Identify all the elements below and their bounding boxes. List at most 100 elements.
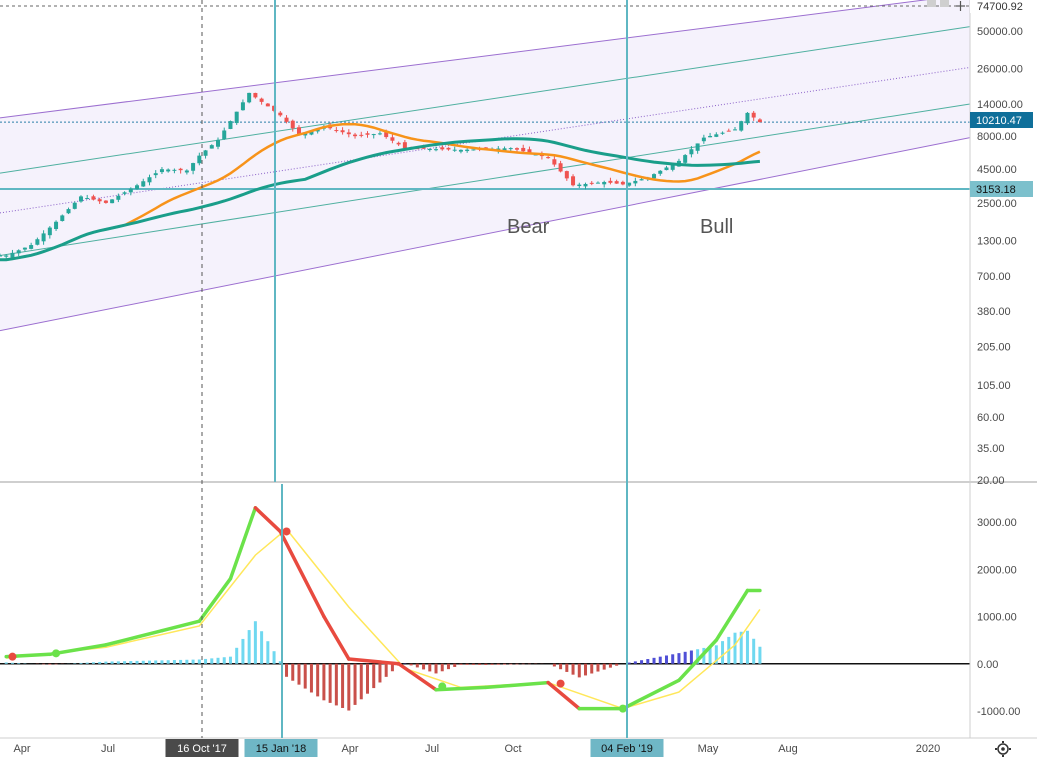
histogram-bar [85, 662, 89, 664]
plus-icon[interactable] [956, 1, 965, 11]
oscillator-pane[interactable] [0, 506, 970, 713]
histogram-bar [309, 663, 313, 693]
candle-body [110, 199, 115, 204]
histogram-bar [204, 658, 208, 664]
histogram-bar [303, 663, 307, 689]
time-label-highlight [590, 739, 664, 757]
histogram-bar [216, 657, 220, 664]
candle-body [47, 227, 52, 236]
histogram-bar [154, 660, 158, 664]
histogram-bar [708, 646, 712, 664]
candle-body [209, 145, 214, 149]
histogram-bar [123, 661, 127, 664]
time-tick-label: May [698, 743, 719, 755]
candle-body [309, 130, 314, 135]
histogram-bar [10, 662, 14, 664]
candle-body [452, 149, 457, 151]
candle-body [253, 92, 258, 98]
price-tick-label: 14000.00 [977, 99, 1023, 111]
price-tick-label: 8000.00 [977, 131, 1017, 143]
histogram-bar [98, 661, 102, 664]
cross-dot [556, 679, 565, 688]
candle-body [751, 112, 756, 118]
histogram-bar [235, 647, 239, 664]
candle-body [166, 169, 171, 172]
oscillator-segment [278, 529, 326, 619]
svg-text:74700.92: 74700.92 [977, 1, 1023, 13]
time-tick-label: 2020 [916, 743, 940, 755]
histogram-bar [459, 663, 463, 665]
candle-body [85, 198, 90, 200]
candle-body [203, 150, 208, 156]
candle-body [714, 134, 719, 137]
candle-body [521, 147, 526, 152]
histogram-bar [278, 661, 282, 664]
candle-body [178, 168, 183, 171]
price-tick-label: 20.00 [977, 475, 1005, 487]
candle-body [552, 159, 557, 165]
histogram-bar [739, 631, 743, 664]
candle-body [446, 147, 451, 150]
time-tick-label: 04 Feb '19 [601, 743, 653, 755]
histogram-bar [733, 632, 737, 664]
cross-dot [438, 682, 447, 691]
histogram-bar [677, 653, 681, 664]
last-price-tag: 10210.47 [970, 112, 1033, 128]
candle-body [29, 245, 34, 249]
channel-inner-lower [0, 103, 971, 256]
oscillator-segment [253, 506, 283, 534]
time-tick-label: Oct [504, 743, 521, 755]
candle-body [695, 143, 700, 151]
histogram-bar [490, 663, 494, 665]
candle-body [147, 177, 152, 183]
candle-body [564, 171, 569, 179]
candle-body [54, 221, 59, 230]
histogram-bar [372, 663, 376, 689]
candle-body [652, 174, 657, 179]
oscillator-segment [322, 614, 351, 661]
histogram-bar [721, 641, 725, 664]
candle-body [4, 255, 9, 257]
histogram-bar [347, 663, 351, 711]
histogram-bar [615, 663, 619, 666]
time-label-highlight [165, 739, 239, 757]
osc-tick-label: 1000.00 [977, 612, 1017, 624]
histogram-bar [172, 660, 176, 664]
histogram-bar [54, 663, 58, 665]
candle-body [757, 119, 762, 123]
candle-body [265, 103, 270, 107]
histogram-bar [266, 641, 270, 664]
histogram-bar [559, 663, 563, 670]
histogram-bar [247, 630, 251, 664]
histogram-bar [48, 663, 52, 665]
histogram-bar [415, 663, 419, 668]
time-tick-label: Apr [13, 743, 30, 755]
candle-body [66, 209, 71, 214]
histogram-bar [428, 663, 432, 672]
price-tick-label: 2500.00 [977, 198, 1017, 210]
candle-body [184, 170, 189, 173]
histogram-bar [91, 662, 95, 664]
window-icon[interactable] [927, 0, 949, 7]
candle-body [78, 196, 83, 202]
level-price-tag: 3153.18 [970, 181, 1033, 197]
histogram-bar [210, 658, 214, 664]
cross-dot [618, 704, 627, 713]
candle-body [701, 137, 706, 142]
price-tick-label: 205.00 [977, 341, 1011, 353]
histogram-bar [652, 657, 656, 664]
gear-icon[interactable] [995, 741, 1011, 757]
candle-body [197, 155, 202, 164]
candle-body [664, 167, 669, 171]
price-tick-label: 380.00 [977, 306, 1011, 318]
candle-body [290, 120, 295, 129]
histogram-bar [758, 646, 762, 664]
candle-body [141, 181, 146, 187]
price-tick-label: 700.00 [977, 271, 1011, 283]
channel-fill [0, 0, 970, 331]
ma-slow-line [0, 137, 761, 262]
candle-body [577, 184, 582, 187]
time-tick-label: Apr [341, 743, 358, 755]
